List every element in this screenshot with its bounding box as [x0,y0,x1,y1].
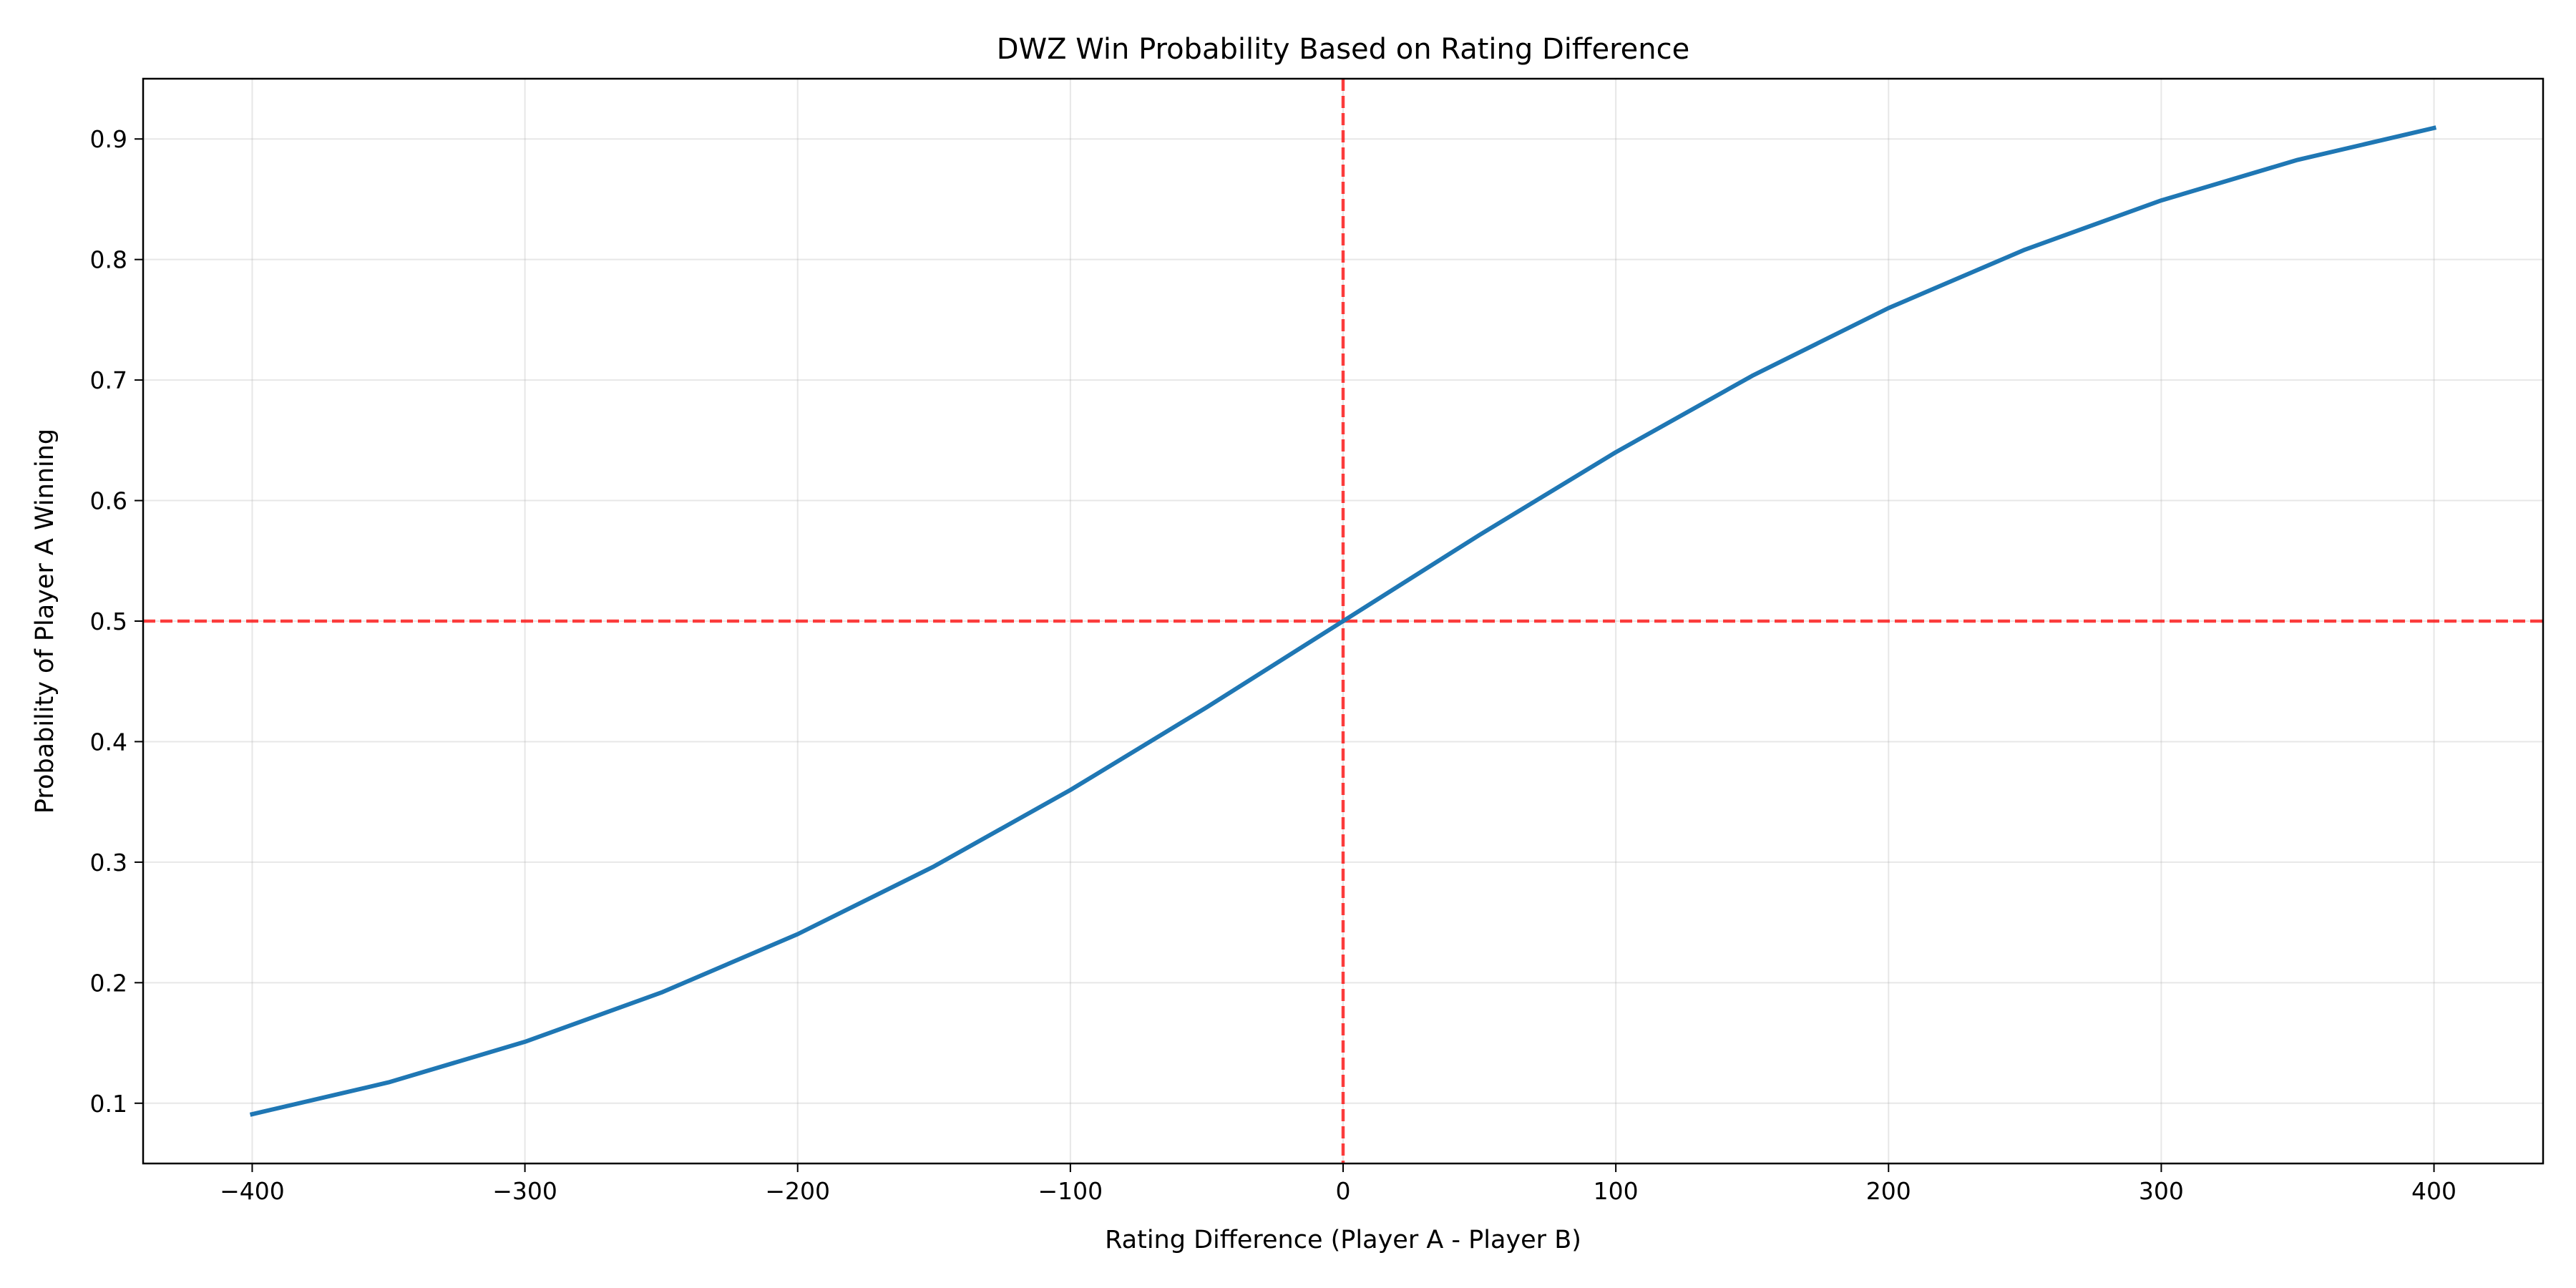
series-line [249,125,2437,1117]
y-tick-label: 0.2 [90,969,127,997]
x-tick-label: 300 [2139,1177,2184,1205]
x-tick-label: −400 [220,1177,285,1205]
y-tick-label: 0.1 [90,1090,127,1118]
y-tick-label: 0.4 [90,728,127,756]
y-tick-label: 0.6 [90,487,127,515]
x-tick-label: 100 [1594,1177,1639,1205]
x-tick-label: 0 [1336,1177,1351,1205]
x-tick-label: 200 [1866,1177,1911,1205]
y-tick-label: 0.8 [90,246,127,274]
x-tick-label: 400 [2411,1177,2457,1205]
x-tick-label: −200 [765,1177,830,1205]
y-axis-ticks: 0.1 0.2 0.3 0.4 0.5 0.6 0.7 0.8 0.9 [90,125,143,1118]
x-axis-label: Rating Difference (Player A - Player B) [1105,1226,1581,1254]
x-tick-label: −100 [1038,1177,1103,1205]
y-axis-label: Probability of Player A Winning [31,429,59,814]
y-tick-label: 0.5 [90,608,127,635]
chart-title: DWZ Win Probability Based on Rating Diff… [997,33,1689,66]
x-axis-ticks: −400 −300 −200 −100 0 100 200 300 400 [220,1163,2457,1205]
series-layer [249,125,2437,1117]
y-tick-label: 0.7 [90,366,127,394]
x-tick-label: −300 [492,1177,557,1205]
y-tick-label: 0.3 [90,849,127,877]
y-tick-label: 0.9 [90,125,127,153]
